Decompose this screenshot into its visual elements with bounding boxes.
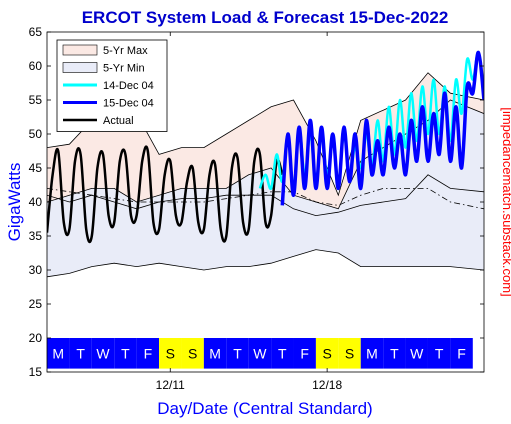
y-tick-label: 50 bbox=[29, 127, 43, 141]
y-tick-label: 45 bbox=[29, 161, 43, 175]
side-source-label: [impedancematch.substack.com] bbox=[500, 107, 511, 296]
day-label: M bbox=[366, 345, 378, 361]
day-label: W bbox=[96, 345, 110, 361]
legend-label: 5-Yr Max bbox=[103, 45, 148, 57]
y-tick-label: 55 bbox=[29, 93, 43, 107]
line-dash-dot-reference bbox=[47, 187, 484, 210]
day-label: S bbox=[188, 345, 197, 361]
day-label: T bbox=[390, 345, 399, 361]
y-tick-label: 35 bbox=[29, 229, 43, 243]
y-tick-label: 65 bbox=[29, 25, 43, 39]
day-cell bbox=[383, 338, 406, 369]
day-label: T bbox=[121, 345, 130, 361]
day-cell bbox=[271, 338, 294, 369]
y-axis-label: GigaWatts bbox=[5, 163, 24, 242]
day-label: F bbox=[300, 345, 309, 361]
day-cell bbox=[338, 338, 361, 369]
x-tick-label: 12/18 bbox=[312, 378, 342, 392]
day-cell bbox=[91, 338, 115, 369]
y-tick-label: 40 bbox=[29, 195, 43, 209]
day-label: S bbox=[322, 345, 331, 361]
day-cell bbox=[226, 338, 249, 369]
legend: 5-Yr Max 5-Yr Min 14-Dec 04 15-Dec 04 Actual bbox=[56, 39, 168, 132]
day-cell bbox=[69, 338, 92, 369]
day-cell bbox=[248, 338, 272, 369]
day-cell bbox=[159, 338, 182, 369]
day-label: M bbox=[52, 345, 64, 361]
x-axis-label: Day/Date (Central Standard) bbox=[157, 399, 372, 418]
day-cell bbox=[405, 338, 428, 369]
day-label: T bbox=[233, 345, 242, 361]
day-label: M bbox=[209, 345, 221, 361]
series-15-dec-04 bbox=[280, 50, 484, 206]
y-tick-label: 60 bbox=[29, 59, 43, 73]
y-tick-label: 25 bbox=[29, 297, 43, 311]
axes: 15 20 25 30 35 40 45 50 55 60 65 12/11 12/18 bbox=[29, 25, 485, 392]
legend-swatch bbox=[62, 44, 98, 56]
line-5-yr-min bbox=[47, 249, 484, 278]
day-cell bbox=[136, 338, 160, 369]
day-cell bbox=[360, 338, 384, 369]
chart-title: ERCOT System Load & Forecast 15-Dec-2022 bbox=[82, 8, 449, 27]
day-cell bbox=[203, 338, 227, 369]
day-label: S bbox=[345, 345, 354, 361]
day-label: S bbox=[166, 345, 175, 361]
legend-label: 5-Yr Min bbox=[103, 63, 145, 75]
legend-label: 15-Dec 04 bbox=[103, 98, 154, 110]
day-label: W bbox=[253, 345, 267, 361]
legend-label: Actual bbox=[103, 115, 134, 127]
band-5yr-max bbox=[47, 72, 484, 209]
day-label: T bbox=[278, 345, 287, 361]
plot-clipped-group bbox=[47, 50, 484, 278]
y-tick-label: 15 bbox=[29, 365, 43, 379]
day-label: F bbox=[144, 345, 153, 361]
day-cell bbox=[181, 338, 204, 369]
line-lower-reference bbox=[47, 174, 484, 217]
day-label: F bbox=[457, 345, 466, 361]
y-tick-label: 30 bbox=[29, 263, 43, 277]
legend-label: 14-Dec 04 bbox=[103, 80, 154, 92]
day-cell bbox=[427, 338, 451, 369]
day-cell bbox=[450, 338, 473, 369]
day-cell bbox=[47, 338, 70, 369]
x-tick-label: 12/11 bbox=[156, 378, 185, 392]
day-cell bbox=[293, 338, 316, 369]
legend-swatch bbox=[62, 62, 98, 73]
series-actual bbox=[47, 145, 284, 244]
day-cell bbox=[114, 338, 137, 369]
day-cell bbox=[315, 338, 339, 369]
day-label: T bbox=[435, 345, 444, 361]
y-tick-label: 20 bbox=[29, 331, 43, 345]
day-label: T bbox=[76, 345, 85, 361]
day-label: W bbox=[410, 345, 424, 361]
